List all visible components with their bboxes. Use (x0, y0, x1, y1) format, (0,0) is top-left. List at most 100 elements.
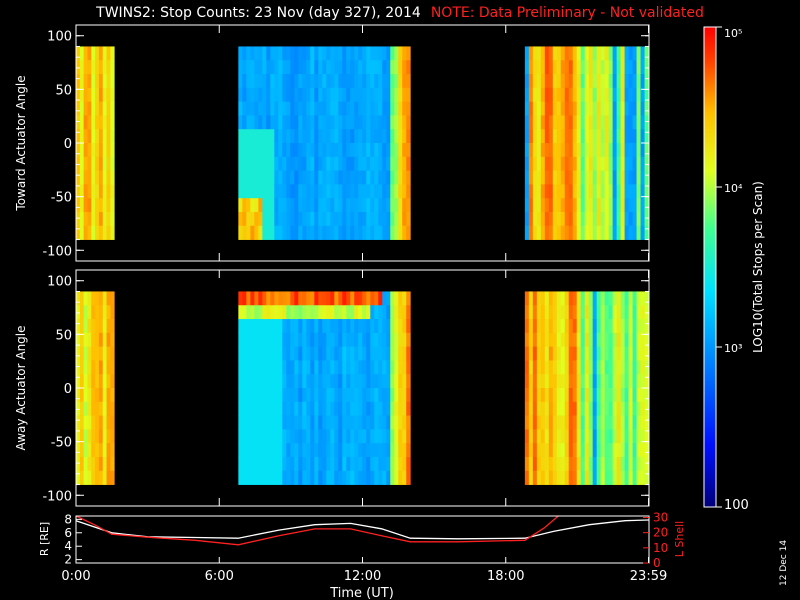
heatmap-cell (378, 115, 383, 130)
heatmap-cell (298, 156, 303, 171)
heatmap-cell (258, 184, 263, 199)
heatmap-cell (110, 101, 115, 116)
heatmap-cell (342, 198, 347, 213)
heatmap-cell (390, 470, 395, 485)
heatmap-cell (266, 101, 271, 116)
heatmap-cell (532, 198, 538, 213)
heatmap-cell (322, 332, 327, 348)
heatmap-cell (278, 60, 283, 75)
heatmap-cell (302, 305, 307, 320)
heatmap-cell (632, 443, 637, 458)
heatmap-cell (568, 74, 574, 89)
heatmap-cell (306, 101, 311, 116)
heatmap-cell (306, 291, 311, 306)
heatmap-cell (576, 429, 582, 444)
heatmap-cell (87, 129, 92, 144)
heatmap-cell (322, 443, 327, 458)
heatmap-cell (362, 225, 367, 240)
heatmap-cell (584, 184, 590, 199)
heatmap-cell (76, 319, 81, 334)
heatmap-cell (632, 143, 637, 158)
heatmap-cell (548, 415, 554, 430)
heatmap-cell (382, 143, 387, 158)
heatmap-cell (584, 346, 590, 361)
heatmap-cell (398, 374, 403, 389)
heatmap-cell (532, 101, 538, 116)
heatmap-cell (87, 46, 92, 61)
heatmap-cell (242, 415, 247, 430)
heatmap-cell (306, 74, 311, 89)
heatmap-cell (290, 170, 295, 185)
heatmap-cell (274, 87, 279, 103)
heatmap-cell (616, 46, 621, 61)
heatmap-cell (544, 129, 550, 144)
heatmap-cell (612, 115, 618, 130)
heatmap-cell (110, 291, 115, 306)
heatmap-cell (386, 198, 391, 213)
heatmap-cell (592, 456, 598, 472)
heatmap-cell (274, 346, 279, 361)
heatmap-cell (358, 87, 363, 103)
heatmap-cell (644, 401, 649, 416)
heatmap-cell (79, 170, 85, 185)
heatmap-cell (350, 374, 355, 389)
heatmap-cell (338, 374, 343, 389)
heatmap-cell (302, 319, 307, 334)
heatmap-cell (306, 60, 311, 75)
heatmap-cell (350, 319, 355, 334)
heatmap-cell (532, 156, 538, 171)
heatmap-cell (270, 360, 275, 375)
heatmap-cell (524, 170, 530, 185)
heatmap-cell (398, 346, 403, 361)
heatmap-cell (334, 170, 339, 185)
heatmap-cell (580, 319, 586, 334)
heatmap-cell (362, 319, 367, 334)
heatmap-cell (310, 225, 315, 240)
heatmap-cell (406, 415, 411, 430)
heatmap-cell (548, 211, 554, 227)
heatmap-cell (346, 401, 351, 416)
heatmap-cell (322, 415, 327, 430)
heatmap-cell (588, 360, 594, 375)
heatmap-cell (354, 401, 359, 416)
heatmap-cell (79, 211, 85, 227)
y-tick-label: -50 (51, 191, 72, 206)
heatmap-cell (620, 401, 625, 416)
heatmap-cell (238, 60, 243, 75)
heatmap-cell (588, 305, 594, 320)
heatmap-cell (588, 129, 594, 144)
heatmap-cell (350, 46, 355, 61)
heatmap-cell (596, 46, 602, 61)
heatmap-cell (362, 198, 367, 213)
heatmap-cell (584, 332, 590, 348)
heatmap-cell (608, 401, 614, 416)
heatmap-cell (552, 156, 558, 171)
heatmap-cell (310, 184, 315, 199)
heatmap-cell (612, 143, 618, 158)
heatmap-cell (640, 143, 645, 158)
heatmap-cell (644, 74, 649, 89)
heatmap-cell (282, 443, 287, 458)
heatmap-cell (294, 415, 299, 430)
heatmap-cell (302, 443, 307, 458)
heatmap-cell (370, 401, 375, 416)
heatmap-cell (366, 456, 371, 472)
heatmap-cell (282, 319, 287, 334)
heatmap-cell (76, 143, 81, 158)
heatmap-cell (238, 198, 243, 213)
heatmap-cell (600, 456, 606, 472)
heatmap-cell (306, 211, 311, 227)
heatmap-cell (338, 101, 343, 116)
heatmap-cell (532, 346, 538, 361)
heatmap-cell (536, 211, 542, 227)
heatmap-cell (286, 60, 291, 75)
heatmap-cell (278, 143, 283, 158)
heatmap-cell (536, 101, 542, 116)
heatmap-cell (378, 184, 383, 199)
heatmap-cell (322, 74, 327, 89)
heatmap-cell (262, 60, 267, 75)
heatmap-cell (572, 401, 578, 416)
heatmap-cell (552, 184, 558, 199)
heatmap-cell (580, 470, 586, 485)
heatmap-cell (402, 198, 407, 213)
